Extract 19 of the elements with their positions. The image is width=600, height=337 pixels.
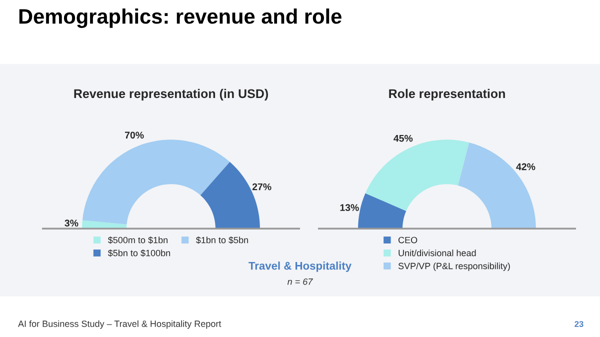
legend-label: $5bn to $100bn (108, 249, 170, 257)
legend-label: SVP/VP (P&L responsibility) (398, 262, 510, 271)
chart-title: Revenue representation (in USD) (74, 88, 268, 101)
legend-label: Unit/divisional head (398, 250, 476, 256)
data-label: 27% (252, 183, 272, 190)
text: Demographics: revenue and role (19, 8, 342, 28)
data-label: 45% (394, 134, 413, 142)
legend-label: $1bn to $5bn (196, 236, 248, 244)
chart-title: Role representation (389, 88, 505, 101)
data-label: 42% (516, 163, 536, 170)
text: AI for Business Study – Travel & Hospitality Report (18, 320, 222, 329)
text: 23 (574, 321, 584, 327)
data-label: 3% (64, 220, 78, 227)
text: n = 67 (287, 278, 313, 285)
data-label: 70% (125, 132, 144, 139)
legend-label: $500m to $1bn (108, 236, 168, 244)
data-label: 13% (340, 204, 359, 212)
text: Travel & Hospitality (248, 262, 352, 272)
legend-label: CEO (398, 236, 418, 244)
